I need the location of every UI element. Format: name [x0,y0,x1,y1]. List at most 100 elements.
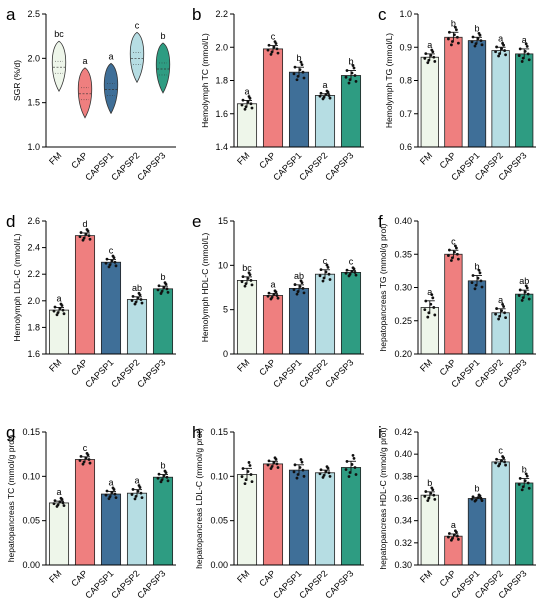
data-point-CAPSP3 [527,58,531,62]
sig-letter-CAPSP2: a [134,476,139,486]
data-point-CAPSP2 [133,497,137,501]
data-point-CAPSP1 [479,279,483,283]
y-tick-label: 1.0 [399,9,412,19]
data-point-CAP [456,252,459,256]
bar-CAPSP3 [515,293,534,355]
y-tick-label: 0.30 [394,560,412,570]
data-point-CAPSP1 [292,72,296,76]
data-point-CAPSP1 [107,497,111,501]
data-point-CAPSP3 [354,473,358,476]
data-point-FM [249,102,253,106]
data-point-CAPSP3 [525,286,529,290]
y-tick-label: 0.15 [22,427,40,437]
data-point-CAPSP1 [302,474,306,478]
x-tick-label: CAP [257,150,277,170]
data-point-CAPSP3 [517,54,521,57]
sig-letter-CAPSP2: a [322,80,327,90]
data-point-CAPSP1 [473,44,477,48]
data-point-CAPSP3 [517,294,521,297]
bar-CAPSP3 [340,467,362,566]
data-point-FM [247,461,251,464]
data-point-CAPSP3 [347,81,351,85]
data-point-CAPSP1 [113,492,117,496]
x-tick-label: FM [418,357,434,373]
data-point-CAPSP1 [473,287,477,291]
data-point-CAPSP3 [527,297,531,301]
sig-letter-CAPSP2: c [135,20,140,30]
data-point-CAPSP3 [525,474,529,478]
data-point-CAP [457,537,460,541]
data-point-CAPSP2 [497,464,500,468]
data-point-CAPSP3 [344,271,348,275]
y-axis-label: Hemolymph TC (mmol/L) [200,33,210,128]
sig-letter-FM: a [427,40,432,50]
bar-CAPSP3 [152,476,174,566]
data-point-CAP [266,463,270,467]
data-point-CAPSP2 [494,50,497,54]
bar-CAPSP2 [491,461,510,566]
panel-letter: h [192,423,201,442]
violin-FM [51,40,67,93]
data-point-CAP [266,294,270,298]
data-point-FM [59,496,63,500]
data-point-CAPSP1 [300,63,304,67]
data-point-CAPSP2 [501,302,504,306]
data-point-CAPSP3 [165,475,169,479]
sig-letter-CAPSP2: c [498,446,503,456]
data-point-FM [250,480,254,484]
x-tick-label: FM [235,357,251,373]
sig-letter-CAPSP2: c [323,256,328,266]
data-point-CAPSP2 [137,484,141,487]
x-tick-label: CAP [257,568,277,588]
data-point-CAPSP1 [470,497,474,501]
data-point-CAPSP3 [526,52,530,56]
sig-letter-CAP: c [451,236,456,246]
data-point-CAPSP1 [292,470,296,474]
y-axis-label: hepatopancreas TC (mmol/g prot) [6,435,16,563]
data-point-CAPSP3 [156,476,160,480]
x-tick-label: CAP [438,568,458,588]
data-point-CAPSP1 [301,286,305,290]
data-point-CAP [276,466,280,469]
y-tick-label: 0.7 [399,109,412,119]
sig-letter-CAPSP3: b [348,57,353,67]
x-tick-label: CAPSP3 [323,357,355,389]
panel-d: daFMdCAPcCAPSP1abCAPSP2bCAPSP31.61.82.02… [6,212,176,390]
data-point-CAPSP1 [302,76,306,80]
bar-CAPSP2 [126,299,148,355]
violin-CAP [77,67,93,119]
data-point-CAPSP2 [504,316,507,320]
data-point-FM [433,498,437,501]
data-point-CAP [275,47,279,51]
data-point-CAP [448,532,451,535]
y-tick-label: 1.8 [215,76,228,86]
bar-CAP [74,459,96,566]
data-point-CAP [450,538,453,542]
bar-CAP [444,253,463,355]
data-point-CAP [275,462,279,466]
data-point-CAPSP3 [344,75,348,79]
data-point-CAPSP2 [326,265,330,269]
bar-CAP [444,36,463,148]
sig-letter-FM: a [427,287,432,297]
y-tick-label: 0.05 [22,516,40,526]
data-point-CAPSP1 [478,271,482,275]
data-point-CAPSP3 [352,66,356,70]
data-point-FM [61,308,65,312]
data-point-CAPSP2 [130,299,134,302]
y-tick-label: 1.6 [27,349,40,359]
sig-letter-CAPSP3: a [522,35,527,45]
bar-CAPSP1 [100,493,122,566]
data-point-CAPSP3 [517,483,521,486]
data-point-CAPSP3 [165,287,169,291]
y-tick-label: 2.4 [27,243,40,253]
panel-i: ibFMaCAPbCAPSP1cCAPSP2bCAPSP30.300.320.3… [378,423,536,601]
x-tick-label: CAP [438,150,458,170]
data-point-CAPSP1 [295,292,299,296]
y-tick-label: 0.9 [399,42,412,52]
y-tick-label: 0 [223,349,228,359]
data-point-CAPSP1 [470,281,474,285]
sig-letter-CAPSP3: b [160,461,165,471]
panel-letter: f [378,212,383,231]
data-point-CAP [454,25,457,29]
